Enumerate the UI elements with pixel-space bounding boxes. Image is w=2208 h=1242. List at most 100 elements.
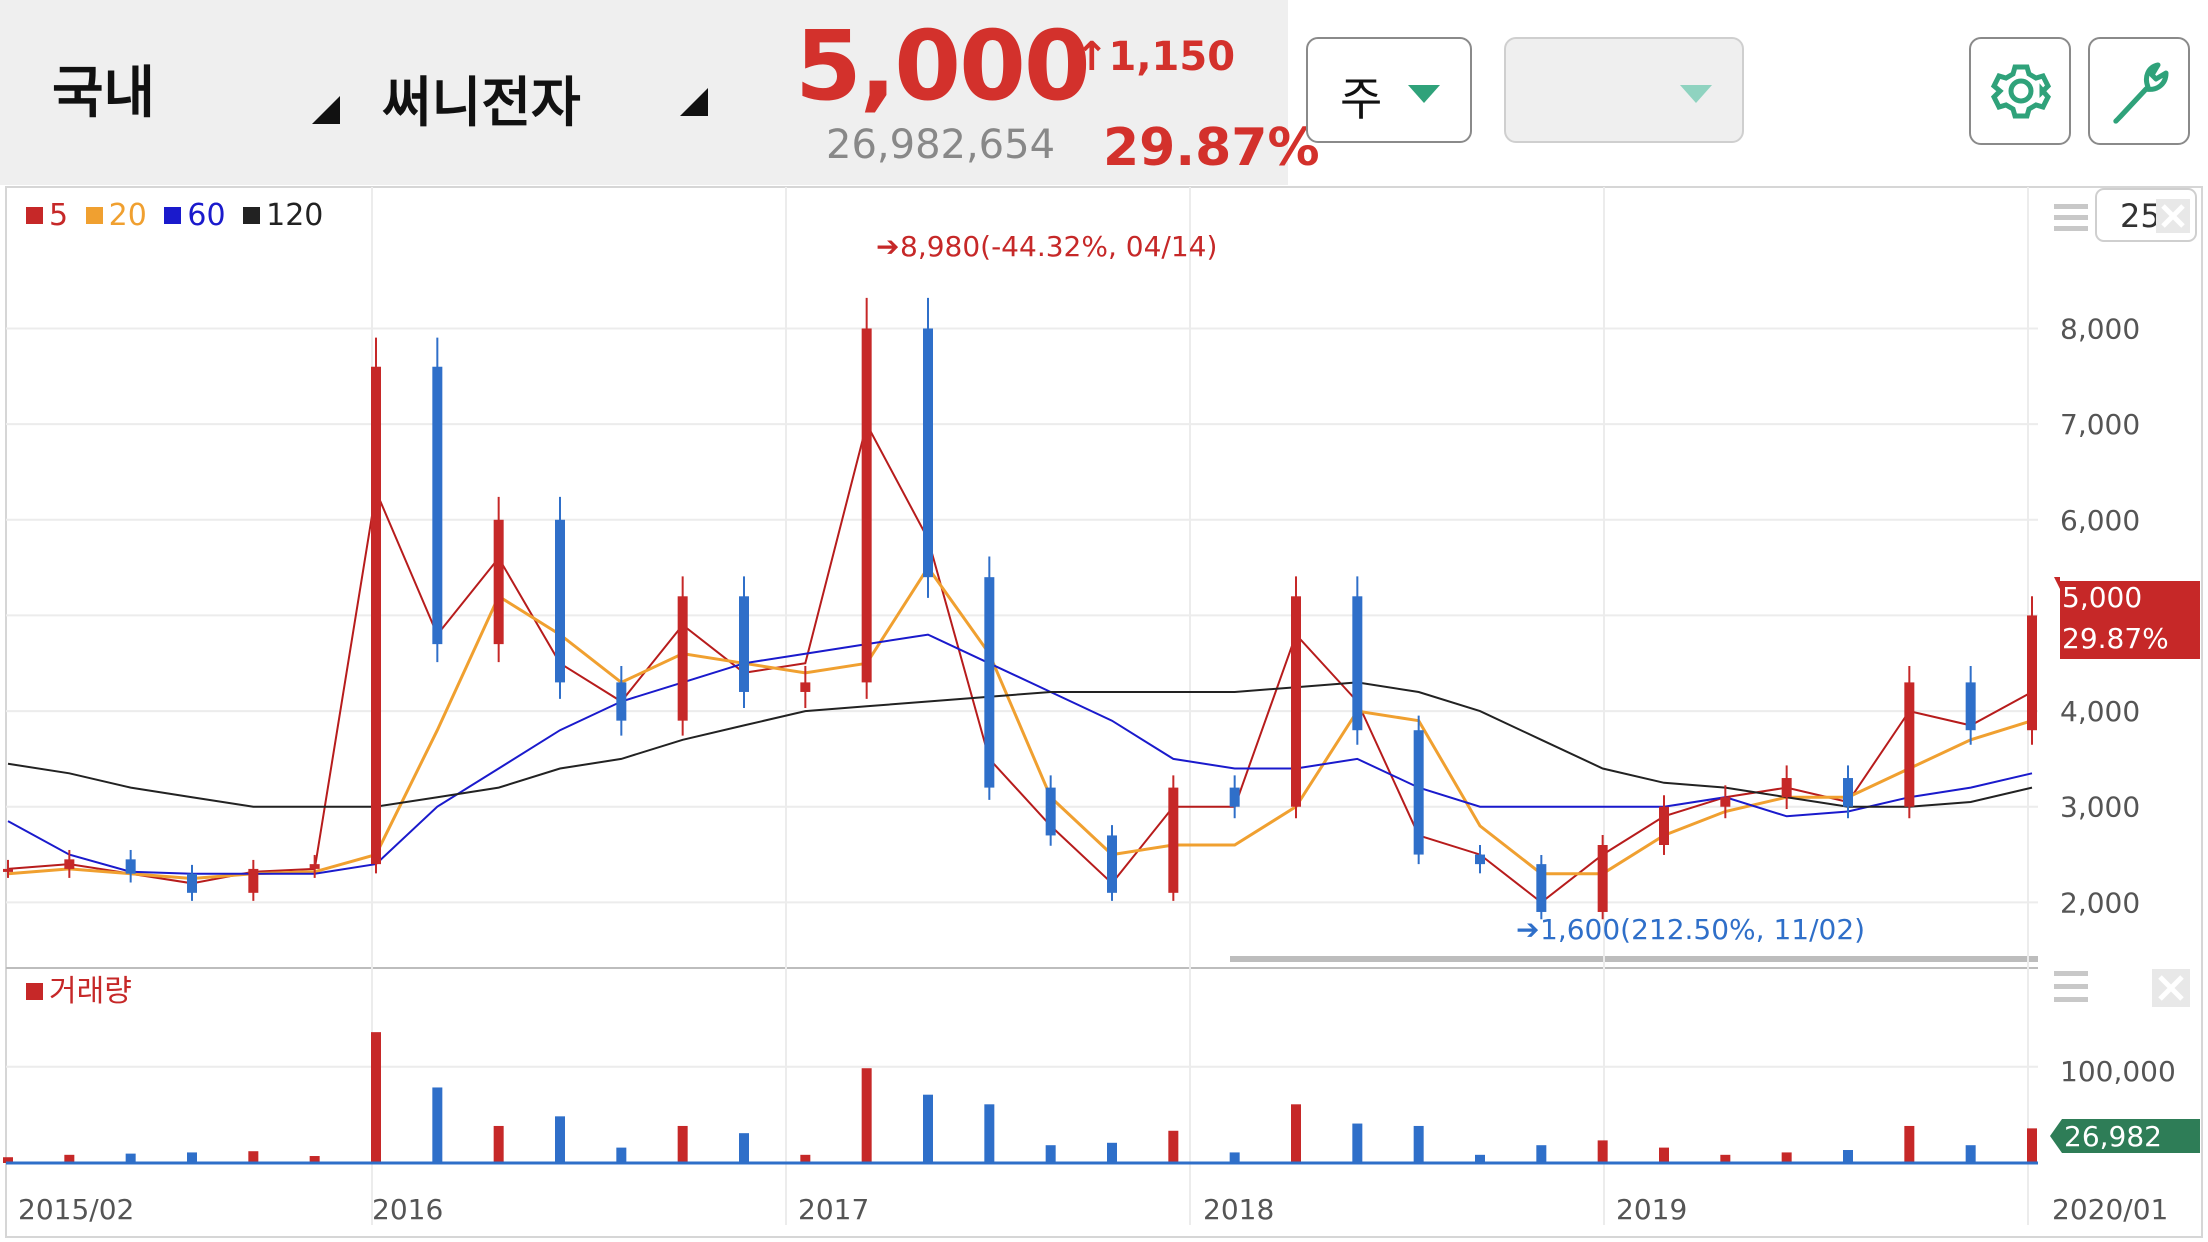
chart-area[interactable]: 8,000 7,000 6,000 4,000 3,000 2,000 100,000 201… — [0, 185, 2208, 1242]
settings-button[interactable] — [1969, 37, 2071, 145]
ma-line-60 — [7, 633, 2033, 875]
candle-body — [1107, 835, 1117, 893]
candles — [3, 297, 2037, 920]
volume-bar — [1352, 1123, 1363, 1163]
tools-button[interactable] — [2088, 37, 2190, 145]
price-change: ↑1,150 — [1075, 34, 1236, 80]
legend-ma5[interactable]: 5 — [26, 198, 68, 233]
volume-bar — [984, 1104, 995, 1163]
top-bar: 국내 써니전자 5,000 ↑1,150 26,982,654 29.87% 주 — [0, 0, 2208, 185]
volume-bar — [3, 1157, 13, 1163]
volume-bar — [1229, 1152, 1240, 1163]
volume-bar — [1168, 1130, 1179, 1163]
candle-body — [555, 519, 565, 683]
high-annotation-arrow: ➔ — [876, 230, 899, 263]
volume-bar — [1659, 1147, 1669, 1163]
candle-body — [1904, 682, 1915, 807]
ma-legend: 5 20 60 120 — [26, 198, 331, 233]
candle-body — [371, 366, 381, 865]
volume-close-icon[interactable] — [2152, 969, 2190, 1007]
stock-dropdown-icon[interactable] — [680, 88, 708, 116]
candle-body — [1781, 778, 1792, 798]
volume-bar — [1475, 1154, 1485, 1163]
candle-body — [1843, 778, 1853, 807]
volume-bar — [187, 1152, 197, 1163]
chevron-down-icon — [1680, 85, 1712, 103]
volume-tick-label: 100,000 — [2060, 1055, 2176, 1088]
candle-body — [432, 366, 443, 645]
candle-body — [1291, 596, 1301, 807]
volume-menu-icon[interactable] — [2054, 971, 2088, 1002]
stock-header — [0, 0, 1288, 185]
candle-body — [309, 864, 320, 869]
legend-swatch — [26, 207, 43, 224]
high-annotation: 8,980(-44.32%, 04/14) — [900, 230, 1217, 263]
legend-swatch — [164, 207, 182, 224]
trading-volume: 26,982,654 — [826, 122, 1056, 168]
volume-bar — [1413, 1125, 1424, 1163]
volume-bar — [616, 1147, 627, 1163]
volume-bar — [493, 1125, 504, 1163]
candle-body — [248, 868, 259, 893]
stock-chart[interactable]: 8,0007,0006,0004,0003,0002,000100,000201… — [0, 185, 2208, 1242]
gear-icon — [1990, 64, 2052, 119]
candle-body — [1659, 806, 1669, 845]
market-select[interactable]: 국내 — [52, 61, 156, 126]
grid — [6, 187, 2038, 1225]
volume-bar — [432, 1087, 443, 1163]
candle-body — [861, 328, 872, 683]
candle-body — [187, 873, 197, 893]
x-tick-label: 2017 — [798, 1193, 869, 1226]
candle-body — [739, 596, 749, 692]
volume-bar — [2027, 1128, 2037, 1163]
ma-line-5 — [7, 421, 2033, 904]
candle-body — [493, 519, 504, 645]
volume-bar — [1597, 1140, 1608, 1163]
legend-swatch — [85, 207, 103, 224]
candle-body — [1413, 730, 1424, 855]
price-badge-value: 5,000 — [2062, 581, 2142, 614]
candle-body — [125, 859, 136, 874]
volume-bar — [677, 1125, 688, 1163]
close-icon[interactable] — [2156, 199, 2190, 233]
volume-bar — [739, 1133, 749, 1163]
volume-bar — [1536, 1145, 1547, 1163]
volume-badge-value: 26,982 — [2064, 1120, 2162, 1153]
candle-body — [923, 328, 933, 578]
y-tick-label: 4,000 — [2060, 695, 2140, 728]
volume-bar — [861, 1068, 872, 1163]
candle-body — [1229, 787, 1240, 807]
volume-bar — [1291, 1104, 1301, 1163]
secondary-select[interactable] — [1504, 37, 1744, 143]
moving-averages — [7, 421, 2033, 904]
legend-swatch — [26, 983, 43, 1000]
candle-body — [1475, 854, 1485, 865]
legend-ma120[interactable]: 120 — [243, 198, 323, 233]
legend-ma60[interactable]: 60 — [164, 198, 226, 233]
volume-bar — [1843, 1150, 1853, 1163]
candle-body — [677, 596, 688, 721]
price-badge-pct: 29.87% — [2062, 622, 2169, 655]
volume-bar — [1045, 1145, 1056, 1163]
low-annotation-arrow: ➔ — [1516, 913, 1539, 946]
legend-ma20[interactable]: 20 — [85, 198, 147, 233]
low-annotation: 1,600(212.50%, 11/02) — [1540, 913, 1865, 946]
ma-line-120 — [7, 681, 2033, 808]
stock-name-select[interactable]: 써니전자 — [382, 71, 581, 134]
period-select[interactable]: 주 — [1306, 37, 1472, 143]
volume-bar — [309, 1156, 320, 1163]
volume-bar — [1720, 1154, 1731, 1163]
candle-body — [800, 682, 811, 692]
change-percent: 29.87% — [1103, 118, 1320, 178]
volume-legend[interactable]: 거래량 — [26, 966, 132, 1010]
candle-body — [1536, 864, 1547, 912]
market-dropdown-icon[interactable] — [312, 96, 340, 124]
wrench-icon — [2113, 62, 2169, 124]
volume-bar — [64, 1154, 75, 1163]
volume-bar — [1107, 1142, 1117, 1163]
candle-body — [984, 577, 995, 788]
x-tick-label: 2020/01 — [2052, 1193, 2168, 1226]
y-tick-label: 6,000 — [2060, 504, 2140, 537]
candle-body — [1168, 787, 1179, 893]
menu-icon[interactable] — [2054, 204, 2088, 231]
